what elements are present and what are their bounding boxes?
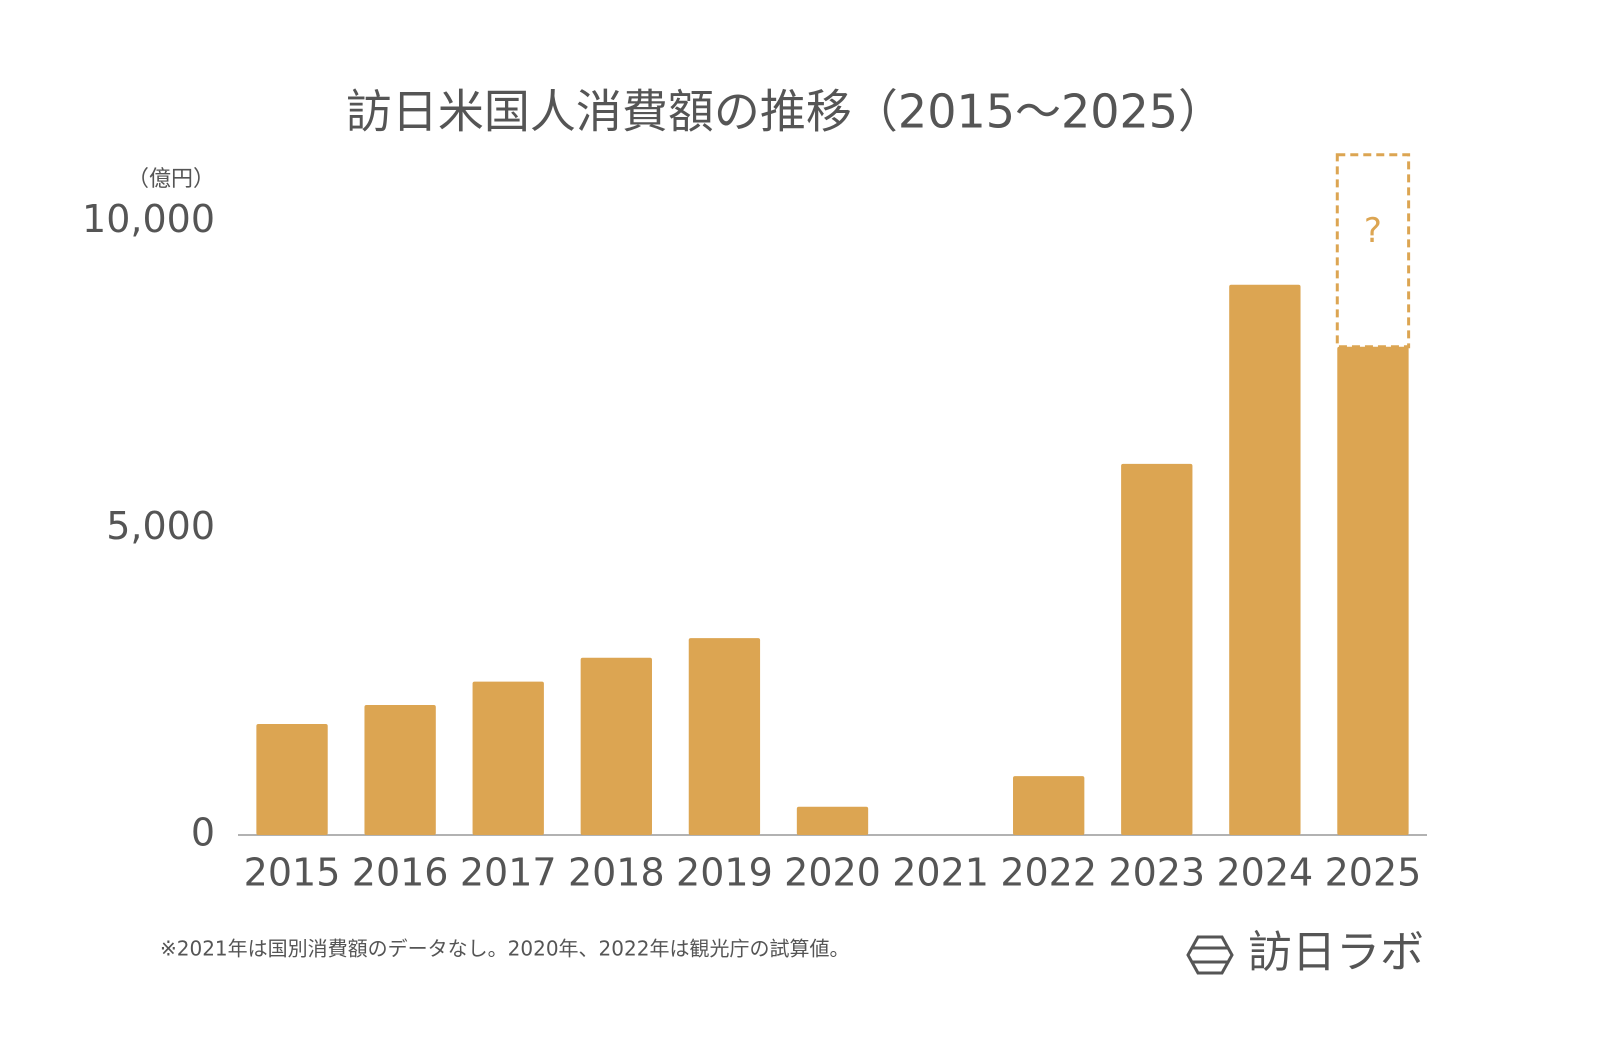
y-tick-label: 10,000 <box>82 197 215 241</box>
bar <box>580 657 652 835</box>
bar <box>472 681 544 835</box>
x-tick-label: 2016 <box>352 851 449 895</box>
bar <box>796 806 869 835</box>
bar <box>1337 346 1409 835</box>
y-tick-label: 5,000 <box>106 504 215 548</box>
logo-icon <box>1186 935 1234 975</box>
bar <box>256 723 328 835</box>
bar <box>1013 776 1085 835</box>
x-tick-label: 2015 <box>244 851 341 895</box>
x-tick-label: 2021 <box>892 851 989 895</box>
footnote: ※2021年は国別消費額のデータなし。2020年、2022年は観光庁の試算値。 <box>160 937 849 961</box>
projection-bar <box>1335 153 1411 349</box>
x-tick-label: 2022 <box>1000 851 1097 895</box>
bar <box>1121 463 1193 835</box>
x-tick-label: 2024 <box>1217 851 1314 895</box>
brand-logo: 訪日ラボ <box>1186 927 1424 978</box>
x-tick-label: 2023 <box>1108 851 1205 895</box>
x-tick-label: 2018 <box>568 851 665 895</box>
y-tick-label: 0 <box>191 811 215 855</box>
bar <box>364 704 436 835</box>
x-tick-label: 2025 <box>1325 851 1422 895</box>
brand-name: 訪日ラボ <box>1248 927 1424 978</box>
chart-title: 訪日米国人消費額の推移（2015〜2025） <box>346 85 1224 139</box>
y-axis-label: （億円） <box>127 167 215 192</box>
x-tick-label: 2019 <box>676 851 773 895</box>
bar <box>1229 284 1301 835</box>
projection-label: ? <box>1364 211 1382 251</box>
x-tick-label: 2020 <box>784 851 881 895</box>
bar <box>688 638 761 835</box>
x-tick-label: 2017 <box>460 851 557 895</box>
